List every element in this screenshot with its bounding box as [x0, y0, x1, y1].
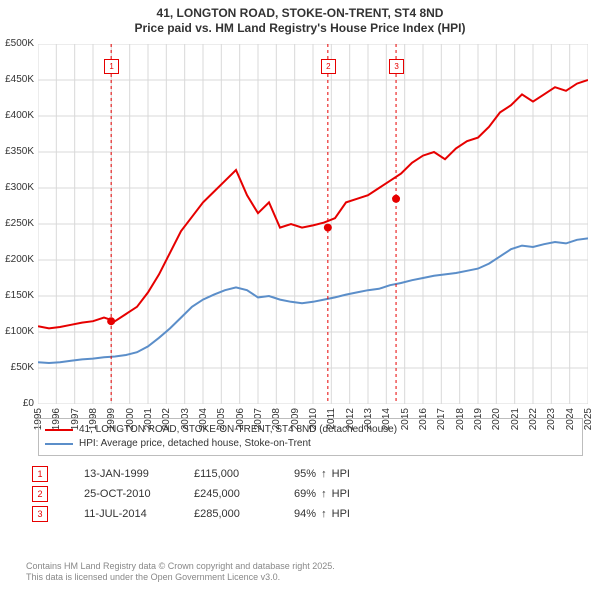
- chart-area: [38, 44, 588, 404]
- y-tick-label: £200K: [0, 254, 34, 265]
- row-marker: 2: [32, 486, 48, 502]
- legend-row-1: 41, LONGTON ROAD, STOKE-ON-TRENT, ST4 8N…: [45, 423, 576, 437]
- row-date: 13-JAN-1999: [84, 468, 194, 480]
- row-pct: 95% ↑ HPI: [294, 468, 404, 480]
- marker-box: 3: [389, 59, 404, 74]
- chart-title: 41, LONGTON ROAD, STOKE-ON-TRENT, ST4 8N…: [0, 0, 600, 36]
- row-price: £285,000: [194, 508, 294, 520]
- row-date: 11-JUL-2014: [84, 508, 194, 520]
- footer-line1: Contains HM Land Registry data © Crown c…: [26, 561, 335, 571]
- table-row: 2 25-OCT-2010£245,00069% ↑ HPI: [26, 484, 404, 504]
- marker-box: 2: [321, 59, 336, 74]
- marker-box: 1: [104, 59, 119, 74]
- transactions-table: 1 13-JAN-1999£115,00095% ↑ HPI 2 25-OCT-201…: [26, 464, 404, 524]
- legend-label-2: HPI: Average price, detached house, Stok…: [79, 437, 311, 451]
- legend-swatch-1: [45, 429, 73, 431]
- row-date: 25-OCT-2010: [84, 488, 194, 500]
- legend-swatch-2: [45, 443, 73, 445]
- y-tick-label: £500K: [0, 38, 34, 49]
- y-tick-label: £150K: [0, 290, 34, 301]
- chart-svg: [38, 44, 588, 404]
- row-price: £245,000: [194, 488, 294, 500]
- title-line1: 41, LONGTON ROAD, STOKE-ON-TRENT, ST4 8N…: [157, 6, 444, 20]
- y-tick-label: £400K: [0, 110, 34, 121]
- table-row: 1 13-JAN-1999£115,00095% ↑ HPI: [26, 464, 404, 484]
- row-marker: 1: [32, 466, 48, 482]
- title-line2: Price paid vs. HM Land Registry's House …: [135, 21, 466, 35]
- y-tick-label: £100K: [0, 326, 34, 337]
- x-tick-label: 2025: [583, 408, 594, 430]
- y-tick-label: £0: [0, 398, 34, 409]
- y-tick-label: £350K: [0, 146, 34, 157]
- row-pct: 94% ↑ HPI: [294, 508, 404, 520]
- row-price: £115,000: [194, 468, 294, 480]
- y-tick-label: £300K: [0, 182, 34, 193]
- y-tick-label: £250K: [0, 218, 34, 229]
- legend: 41, LONGTON ROAD, STOKE-ON-TRENT, ST4 8N…: [38, 418, 583, 456]
- legend-row-2: HPI: Average price, detached house, Stok…: [45, 437, 576, 451]
- y-tick-label: £50K: [0, 362, 34, 373]
- legend-label-1: 41, LONGTON ROAD, STOKE-ON-TRENT, ST4 8N…: [79, 423, 397, 437]
- table-row: 3 11-JUL-2014£285,00094% ↑ HPI: [26, 504, 404, 524]
- row-marker: 3: [32, 506, 48, 522]
- footer-line2: This data is licensed under the Open Gov…: [26, 572, 280, 582]
- row-pct: 69% ↑ HPI: [294, 488, 404, 500]
- footer: Contains HM Land Registry data © Crown c…: [26, 561, 335, 584]
- y-tick-label: £450K: [0, 74, 34, 85]
